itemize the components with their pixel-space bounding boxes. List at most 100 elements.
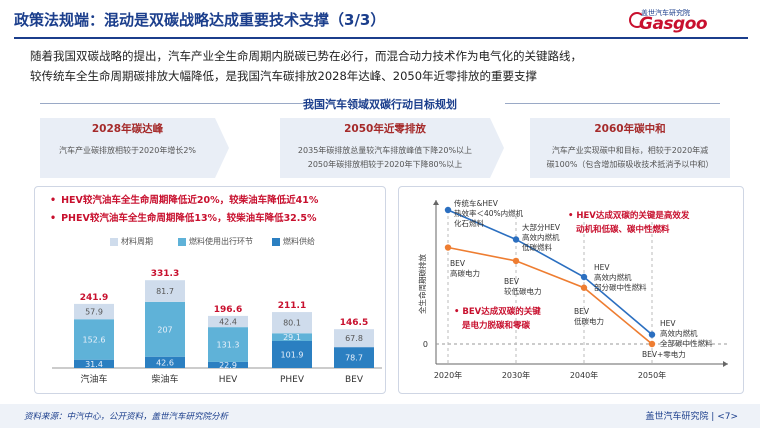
logo-en-text: Gasgoo	[639, 14, 708, 34]
x-tick-label: PHEV	[280, 375, 305, 385]
line-annotation-text: 低碳燃料	[522, 242, 552, 252]
line-annotation-text: 化石燃料	[454, 218, 484, 228]
roadmap-step-line: 2050年碳排放相较于2020年下降80%以上	[307, 160, 463, 169]
y-axis-arrow-icon	[433, 200, 439, 205]
lead-line-1: 随着我国双碳战略的提出，汽车产业全生命周期内脱碳已势在必行，而混合动力技术作为电…	[30, 49, 582, 63]
x-tick-label: 2050年	[638, 370, 666, 380]
bar-segment	[145, 301, 185, 357]
bar-value-label: 78.7	[345, 354, 363, 363]
bar-total-label: 241.9	[80, 293, 108, 303]
roadmap-step-line: 汽车产业实现碳中和目标，相较于2020年减	[551, 146, 709, 155]
roadmap-step-2050: 2050年近零排放 2035年碳排放总量较汽车排放峰值下降20%以上 2050年…	[280, 118, 490, 178]
legend-swatch	[272, 237, 280, 246]
line-annotation-text: 大部分HEV	[522, 222, 561, 232]
roadmap-arrow-icon	[215, 118, 229, 178]
legend-swatch	[110, 237, 118, 246]
line-callout-text: • BEV达成双碳的关键	[454, 306, 541, 317]
legend-item-material: 材料周期	[110, 236, 153, 247]
bar-total-label: 196.6	[214, 305, 242, 315]
roadmap-step-body: 2035年碳排放总量较汽车排放峰值下降20%以上 2050年碳排放相较于2020…	[280, 144, 490, 172]
series-line	[447, 209, 653, 336]
bar-segment	[334, 329, 374, 348]
bar-segment	[272, 333, 312, 341]
line-annotation-text: HEV	[594, 263, 610, 272]
bar-segment	[208, 315, 248, 328]
bar-value-label: 81.7	[156, 287, 174, 296]
line-annotation-text: 较低碳电力	[504, 286, 542, 296]
lead-paragraph: 随着我国双碳战略的提出，汽车产业全生命周期内脱碳已势在必行，而混合动力技术作为电…	[30, 46, 750, 86]
bar-value-label: 57.9	[85, 308, 103, 317]
header-divider	[14, 37, 748, 39]
line-callout-text: 动机和低碳、碳中性燃料	[576, 224, 670, 235]
roadmap-step-line: 碳100%（包含增加碳吸收技术抵消予以中和）	[546, 160, 714, 169]
x-tick-label: 柴油车	[151, 373, 178, 385]
legend-label: 燃料使用出行环节	[189, 237, 253, 246]
bullet-text: HEV较汽油车全生命周期降低近20%，较柴油车降低近41%	[61, 195, 319, 206]
footer-brand: 盖世汽车研究院 | <7>	[645, 412, 738, 422]
bar-value-label: 42.6	[156, 358, 174, 367]
x-tick-label: 汽油车	[80, 373, 107, 385]
logo-swoosh-icon	[629, 12, 645, 28]
bar-value-label: 101.9	[281, 350, 304, 359]
bar-segment	[74, 319, 114, 360]
bar-total-label: 146.5	[340, 318, 368, 328]
bar-total-label: 331.3	[151, 269, 179, 279]
logo-cn-text: 盖世汽车研究院	[641, 9, 690, 17]
roadmap-divider-left	[40, 103, 305, 104]
series-point	[648, 331, 656, 338]
line-callout-text: • HEV达成双碳的关键是高效发	[568, 210, 690, 221]
series-point	[444, 206, 452, 214]
y-tick-label: 0	[423, 340, 428, 349]
bar-segment	[208, 327, 248, 362]
line-annotation-text: 传统车&HEV	[454, 198, 499, 208]
series-line	[447, 246, 653, 345]
bar-segment	[272, 340, 312, 368]
roadmap-step-title: 2050年近零排放	[344, 123, 426, 135]
footer-source: 资料来源：中汽中心，公开资料，盖世汽车研究院分析	[24, 412, 229, 422]
series-point	[444, 244, 452, 251]
x-tick-label: BEV	[345, 375, 364, 385]
bar-value-label: 31.4	[85, 360, 103, 369]
bullet-item: • HEV较汽油车全生命周期降低近20%，较柴油车降低近41%	[50, 192, 318, 210]
bar-segment	[272, 312, 312, 334]
bar-segment	[145, 356, 185, 368]
line-annotation-text: 高碳电力	[450, 268, 480, 278]
legend-label: 燃料供给	[283, 237, 315, 246]
line-annotation-text: BEV	[450, 259, 466, 268]
roadmap-step-2028: 2028年碳达峰 汽车产业碳排放相较于2020年增长2%	[40, 118, 215, 178]
series-point	[580, 273, 588, 281]
legend-item-fuel-use: 燃料使用出行环节	[178, 236, 253, 247]
line-annotation-text: 热效率＜40%内燃机	[454, 208, 524, 218]
bullet-dot-icon: •	[50, 213, 57, 224]
legend-swatch	[178, 237, 186, 246]
bar-segment	[74, 303, 114, 320]
line-chart: 0 全生命周期碳排放 2020年 2030年 2040年 2050年 传统车&HEV热效率＜…	[417, 198, 728, 380]
roadmap-step-body: 汽车产业碳排放相较于2020年增长2%	[40, 144, 215, 158]
series-point	[648, 340, 656, 348]
bar-value-label: 42.4	[219, 318, 237, 327]
line-annotation-text: 高效内燃机	[660, 328, 698, 338]
bar-segment	[334, 347, 374, 368]
roadmap-step-line: 汽车产业碳排放相较于2020年增长2%	[58, 146, 197, 155]
bar-total-label: 211.1	[278, 301, 306, 311]
line-annotation-text: 全部碳中性燃料	[660, 338, 713, 348]
x-axis-arrow-icon	[723, 361, 728, 367]
lead-line-2: 较传统车全生命周期碳排放大幅降低，是我国汽车碳排放2028年达峰、2050年近零…	[30, 69, 538, 83]
series-point	[512, 257, 520, 265]
bar-value-label: 131.3	[217, 341, 240, 350]
bar-segment	[208, 361, 248, 368]
roadmap-step-title: 2060年碳中和	[594, 123, 666, 135]
gasgoo-logo: 盖世汽车研究院 Gasgoo	[627, 8, 747, 34]
y-axis-label: 全生命周期碳排放	[417, 254, 427, 314]
line-annotation-text: BEV	[574, 307, 590, 316]
series-point	[580, 284, 588, 291]
page-title: 政策法规端：混动是双碳战略达成重要技术支撑（3/3）	[14, 11, 386, 29]
roadmap-step-line: 2035年碳排放总量较汽车排放峰值下降20%以上	[297, 146, 473, 155]
bar-value-label: 207	[157, 325, 172, 334]
line-annotation-text: 低碳电力	[574, 316, 604, 326]
bullet-item: • PHEV较汽油车全生命周期降低13%，较柴油车降低32.5%	[50, 210, 318, 228]
line-annotation-text: BEV+零电力	[642, 349, 686, 359]
line-callout-text: 是电力脱碳和零碳	[461, 320, 531, 331]
bar-value-label: 22.9	[219, 361, 237, 370]
line-annotation-text: 部分碳中性燃料	[594, 282, 647, 292]
